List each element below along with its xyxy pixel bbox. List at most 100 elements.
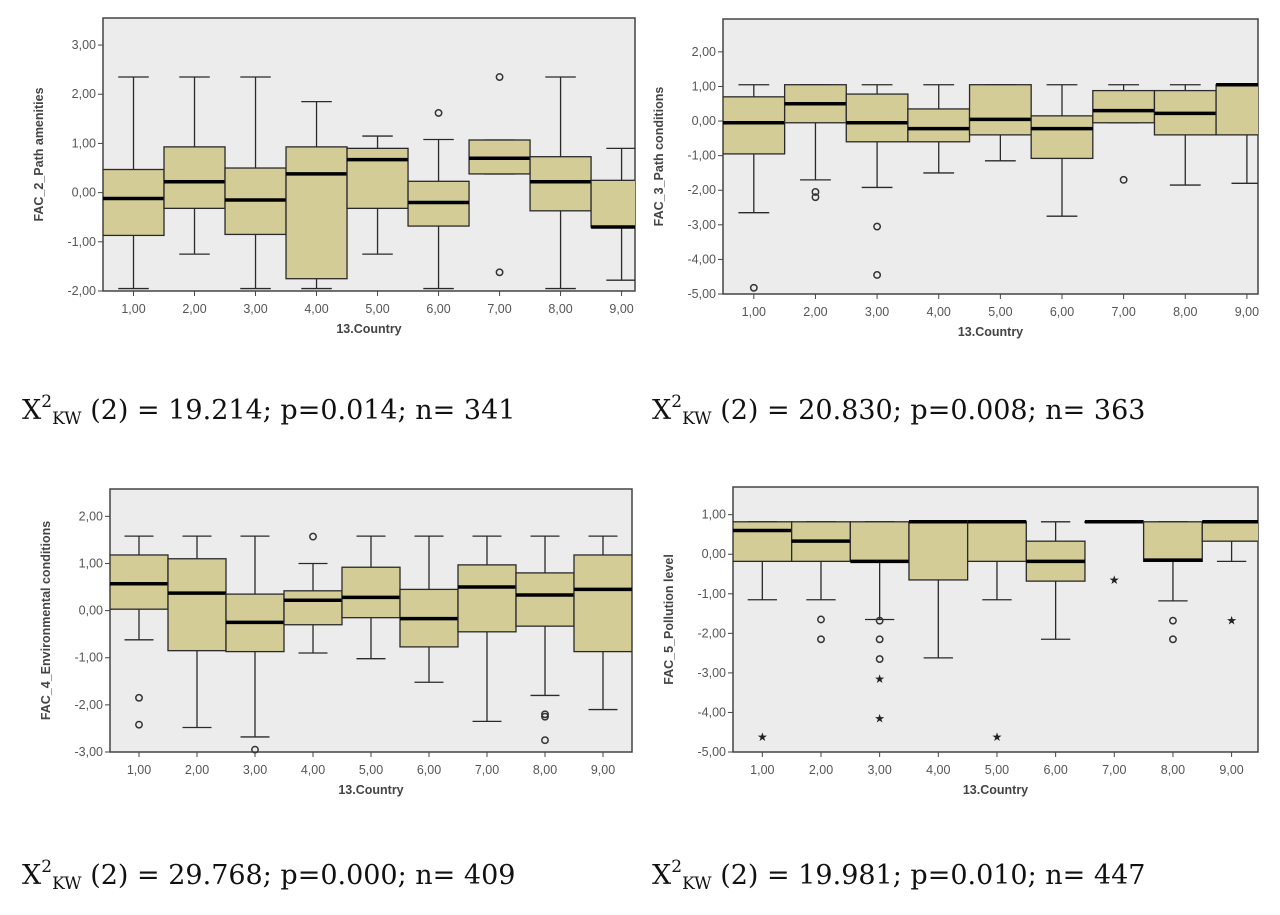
box-1,00 — [723, 84, 786, 292]
box-5,00: ★ — [966, 520, 1027, 744]
stat-sub: KW — [682, 874, 712, 894]
kruskal-wallis-stat-2: X2KW (2) = 20.830; p=0.008; n= 363 — [652, 392, 1146, 428]
outlier-point — [875, 655, 884, 664]
box-7,00 — [468, 73, 531, 277]
box-iqr — [167, 558, 227, 652]
box-iqr — [163, 146, 226, 210]
x-axis-title: 13.Country — [963, 783, 1028, 797]
boxplot-chart-4: ★★★★★★1,00 2,00 3,00 4,00 5,00 6,00 7,00 8,00 9,… — [662, 486, 1259, 797]
box-iqr — [573, 554, 632, 653]
y-tick-label: -2,00 — [75, 698, 104, 712]
x-tick-label: 5,00 — [985, 763, 1009, 777]
box-6,00 — [1025, 521, 1086, 640]
x-tick-label: 1,00 — [127, 763, 151, 777]
x-tick-label: 4,00 — [304, 302, 328, 316]
stat-symbol: X — [652, 395, 672, 426]
box-8,00 — [515, 535, 575, 745]
outlier-point — [875, 616, 884, 625]
stat-sub: KW — [52, 409, 82, 429]
box-9,00 — [1215, 82, 1258, 184]
x-tick-label: 5,00 — [365, 302, 389, 316]
box-iqr — [103, 168, 165, 237]
box-5,00 — [341, 535, 401, 660]
outlier-point — [541, 712, 549, 721]
x-tick-label: 3,00 — [243, 763, 267, 777]
box-4,00 — [908, 520, 969, 659]
box-7,00: ★ — [1084, 520, 1145, 587]
x-tick-label: 7,00 — [487, 302, 511, 316]
outlier-point — [873, 271, 882, 279]
stat-sup: 2 — [671, 392, 683, 412]
stat-symbol: X — [22, 395, 42, 426]
outlier-point — [875, 635, 884, 644]
y-axis-title: FAC_4_Environmental conditions — [39, 521, 53, 720]
box-9,00 — [573, 535, 632, 711]
y-tick-label: -3,00 — [698, 666, 727, 680]
x-tick-label: 7,00 — [475, 763, 499, 777]
y-tick-label: -1,00 — [698, 587, 727, 601]
y-tick-label: 0,00 — [72, 186, 96, 200]
boxplot-chart-3: 1,00 2,00 3,00 4,00 5,00 6,00 7,00 8,00 9,00 2,00… — [39, 488, 633, 797]
box-4,00 — [283, 532, 343, 654]
plot-marks — [110, 532, 632, 754]
box-8,00 — [1153, 84, 1217, 186]
box-8,00 — [1142, 521, 1203, 644]
stat-text: (2) = 20.830; p=0.008; n= 363 — [711, 395, 1146, 426]
kruskal-wallis-stat-4: X2KW (2) = 19.981; p=0.010; n= 447 — [652, 859, 1145, 894]
box-4,00 — [907, 84, 971, 174]
outlier-point — [1168, 616, 1177, 625]
box-3,00 — [225, 535, 285, 754]
outlier-point — [873, 222, 882, 231]
box-2,00 — [791, 521, 851, 644]
y-tick-label: -1,00 — [688, 149, 717, 163]
outlier-point — [541, 736, 549, 745]
outlier-point — [495, 268, 504, 277]
y-axis-title: FAC_5_Pollution level — [662, 554, 676, 685]
x-tick-label: 9,00 — [1219, 763, 1243, 777]
box-iqr — [283, 590, 343, 626]
outlier-point — [749, 283, 758, 292]
y-tick-label: -1,00 — [75, 651, 104, 665]
outlier-point — [817, 615, 825, 624]
outlier-point — [541, 710, 549, 719]
box-iqr — [908, 521, 969, 581]
box-9,00 — [590, 147, 635, 281]
y-tick-label: 0,00 — [692, 114, 716, 128]
box-iqr — [845, 93, 909, 143]
box-iqr — [1092, 89, 1156, 124]
outlier-point — [1119, 175, 1128, 184]
outlier-point — [434, 108, 443, 117]
x-tick-label: 5,00 — [988, 305, 1012, 319]
x-tick-label: 9,00 — [1235, 305, 1259, 319]
box-1,00 — [110, 535, 169, 729]
y-axis-title: FAC_3_Path conditions — [652, 87, 666, 227]
x-tick-label: 1,00 — [742, 305, 766, 319]
y-tick-label: 0,00 — [702, 547, 726, 561]
outlier-point — [309, 532, 317, 541]
plot-marks: ★★★★★★ — [733, 520, 1258, 744]
box-3,00: ★★ — [849, 521, 910, 725]
plot-area — [722, 18, 1259, 295]
x-tick-label: 6,00 — [426, 302, 450, 316]
stat-text: (2) = 19.214; p=0.014; n= 341 — [81, 395, 516, 426]
stat-text: (2) = 29.768; p=0.000; n= 409 — [81, 860, 516, 891]
plot-marks — [723, 82, 1258, 292]
boxplot-chart-2: 1,00 2,00 3,00 4,00 5,00 6,00 7,00 8,00 9,00 2,00… — [652, 18, 1259, 339]
y-tick-label: -2,00 — [68, 284, 97, 298]
y-tick-label: -3,00 — [75, 745, 104, 759]
x-tick-label: 2,00 — [803, 305, 827, 319]
extreme-star: ★ — [1226, 614, 1237, 628]
x-tick-label: 1,00 — [121, 302, 145, 316]
stat-sup: 2 — [41, 392, 53, 412]
x-tick-label: 9,00 — [591, 763, 615, 777]
x-tick-label: 3,00 — [865, 305, 889, 319]
box-iqr — [341, 566, 401, 619]
x-tick-label: 8,00 — [1161, 763, 1185, 777]
x-tick-label: 8,00 — [548, 302, 572, 316]
extreme-star: ★ — [757, 730, 768, 744]
x-tick-label: 2,00 — [185, 763, 209, 777]
x-tick-label: 3,00 — [243, 302, 267, 316]
x-tick-label: 3,00 — [867, 763, 891, 777]
y-tick-label: 1,00 — [692, 79, 716, 93]
